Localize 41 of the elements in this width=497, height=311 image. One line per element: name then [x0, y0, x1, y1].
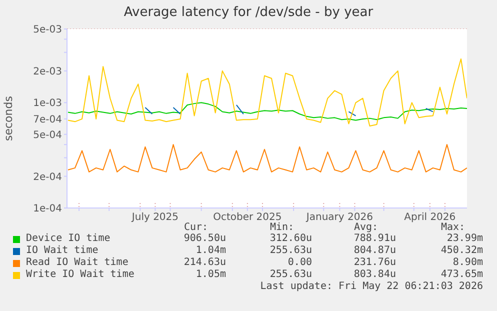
line-series	[68, 144, 467, 172]
text: Cur:	[182, 222, 210, 233]
y-tick-label: 5e-04	[33, 130, 62, 141]
x-tick-label: April 2026	[404, 212, 456, 224]
line-series	[68, 102, 467, 121]
line-series	[68, 58, 467, 127]
text: 803.84u	[352, 269, 396, 280]
text: 0.00	[286, 257, 312, 268]
text: 473.65m	[440, 269, 483, 280]
x-tick-label: July 2025	[130, 212, 179, 224]
text: 804.87u	[352, 245, 396, 256]
text: 231.76u	[352, 257, 396, 268]
text: 1.05m	[194, 269, 226, 280]
text: 450.32m	[440, 245, 483, 256]
text: 906.50u	[182, 233, 226, 244]
x-tick-label: January 2026	[305, 212, 373, 224]
text: 8.90m	[452, 257, 483, 268]
text: 312.60u	[268, 233, 312, 244]
legend-label: IO Wait time	[26, 245, 98, 256]
legend-label: Read IO Wait time	[26, 257, 128, 268]
text: 788.91u	[352, 233, 396, 244]
text: 1.04m	[194, 245, 226, 256]
text: 255.63u	[268, 269, 312, 280]
text: 214.63u	[182, 257, 226, 268]
y-tick-label: 1e-03	[33, 98, 62, 110]
text: Max:	[440, 222, 466, 233]
y-tick-label: 2e-03	[33, 66, 62, 78]
x-tick-label: October 2025	[213, 212, 282, 224]
y-axis-title: seconds	[2, 96, 15, 141]
y-tick-label: 1e-04	[33, 204, 62, 215]
text: 23.99m	[446, 233, 483, 244]
text: Min:	[268, 222, 296, 233]
legend-label: Device IO time	[26, 233, 110, 244]
text: 255.63u	[268, 245, 312, 256]
text: Avg:	[352, 222, 380, 233]
text: Last update: Fri May 22 06:21:03 2026	[260, 281, 483, 292]
y-tick-label: 7e-04	[33, 114, 62, 126]
y-tick-label: 5e-03	[33, 24, 62, 36]
y-tick-label: 2e-04	[33, 172, 62, 183]
chart-title: Average latency for /dev/sde - by year	[122, 5, 374, 20]
legend-label: Write IO Wait time	[26, 269, 134, 280]
